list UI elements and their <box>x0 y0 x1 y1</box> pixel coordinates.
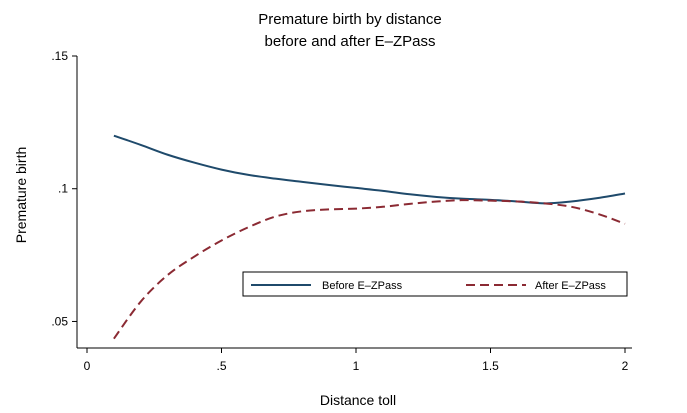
legend-label-after: After E–ZPass <box>535 280 606 292</box>
y-tick-label: .05 <box>51 314 68 328</box>
x-tick-label: 0 <box>84 359 91 373</box>
x-tick-label: 1 <box>353 359 360 373</box>
x-tick-label: 2 <box>622 359 629 373</box>
chart-title-line-1: Premature birth by distance <box>258 11 441 28</box>
y-tick-label: .1 <box>58 182 68 196</box>
x-tick-label: .5 <box>216 359 226 373</box>
legend: Before E–ZPass After E–ZPass <box>242 271 628 297</box>
x-tick-label: 1.5 <box>482 359 499 373</box>
chart-title-line-2: before and after E–ZPass <box>265 33 436 50</box>
legend-label-before: Before E–ZPass <box>322 280 403 292</box>
y-tick-label: .15 <box>51 49 68 63</box>
series-line-before <box>113 134 626 205</box>
series-line-after <box>113 199 626 340</box>
plot-area: .05 .1 .15 0 .5 1 1.5 2 <box>51 49 632 373</box>
x-axis-label: Distance toll <box>320 392 396 408</box>
y-axis-label: Premature birth <box>13 147 29 243</box>
legend-box <box>242 271 628 297</box>
